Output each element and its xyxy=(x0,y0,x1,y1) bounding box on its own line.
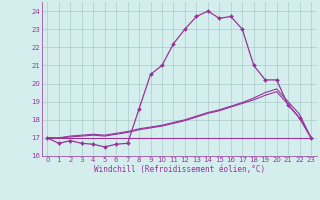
X-axis label: Windchill (Refroidissement éolien,°C): Windchill (Refroidissement éolien,°C) xyxy=(94,165,265,174)
